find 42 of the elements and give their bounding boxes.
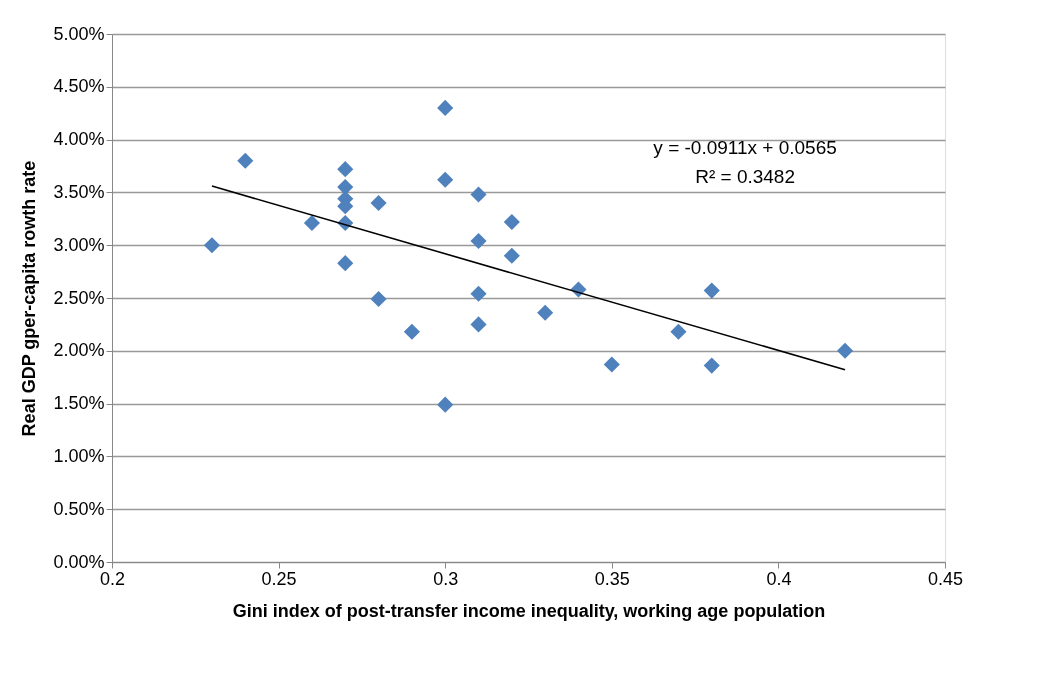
point <box>237 152 254 169</box>
y-tick-label: 1.00% <box>53 445 105 466</box>
y-tick-label: 2.00% <box>53 340 105 361</box>
point <box>703 282 720 299</box>
point <box>370 290 387 308</box>
x-tick-label: 0.35 <box>594 568 630 589</box>
point <box>303 214 320 232</box>
point <box>670 323 687 340</box>
point <box>337 161 354 178</box>
point <box>437 99 454 116</box>
y-tick-label: 5.00% <box>53 23 105 44</box>
point <box>437 396 454 413</box>
point <box>203 237 221 254</box>
point <box>437 171 454 188</box>
point <box>603 356 620 373</box>
point <box>470 285 487 302</box>
x-tick-label: 0.45 <box>927 568 964 589</box>
annotation: R² = 0.3482 <box>695 165 795 187</box>
y-tick-label: 4.50% <box>53 76 105 97</box>
annotation: y = -0.0911x + 0.0565 <box>653 136 837 158</box>
x-tick-label: 0.3 <box>433 568 459 589</box>
point <box>370 194 387 212</box>
point <box>503 247 520 264</box>
y-tick-label: 4.00% <box>53 129 105 150</box>
y-tick-label: 2.50% <box>53 287 105 308</box>
point <box>470 232 487 250</box>
y-tick-label: 1.50% <box>53 393 105 414</box>
x-axis-title: Gini index of post-transfer income inequality, working age population <box>232 600 826 621</box>
point <box>470 186 487 203</box>
point <box>503 213 520 231</box>
point <box>403 323 420 340</box>
point <box>836 342 854 359</box>
point <box>337 255 354 272</box>
y-axis-title: Real GDP gper-capita rowth rate <box>19 160 40 437</box>
point <box>470 316 487 333</box>
x-tick-label: 0.25 <box>261 568 297 589</box>
point <box>537 304 554 321</box>
y-tick-label: 0.50% <box>53 498 105 519</box>
x-tick-label: 0.4 <box>766 568 792 589</box>
y-tick-label: 3.50% <box>53 181 105 202</box>
point <box>703 357 720 374</box>
y-tick-label: 3.00% <box>53 234 105 255</box>
